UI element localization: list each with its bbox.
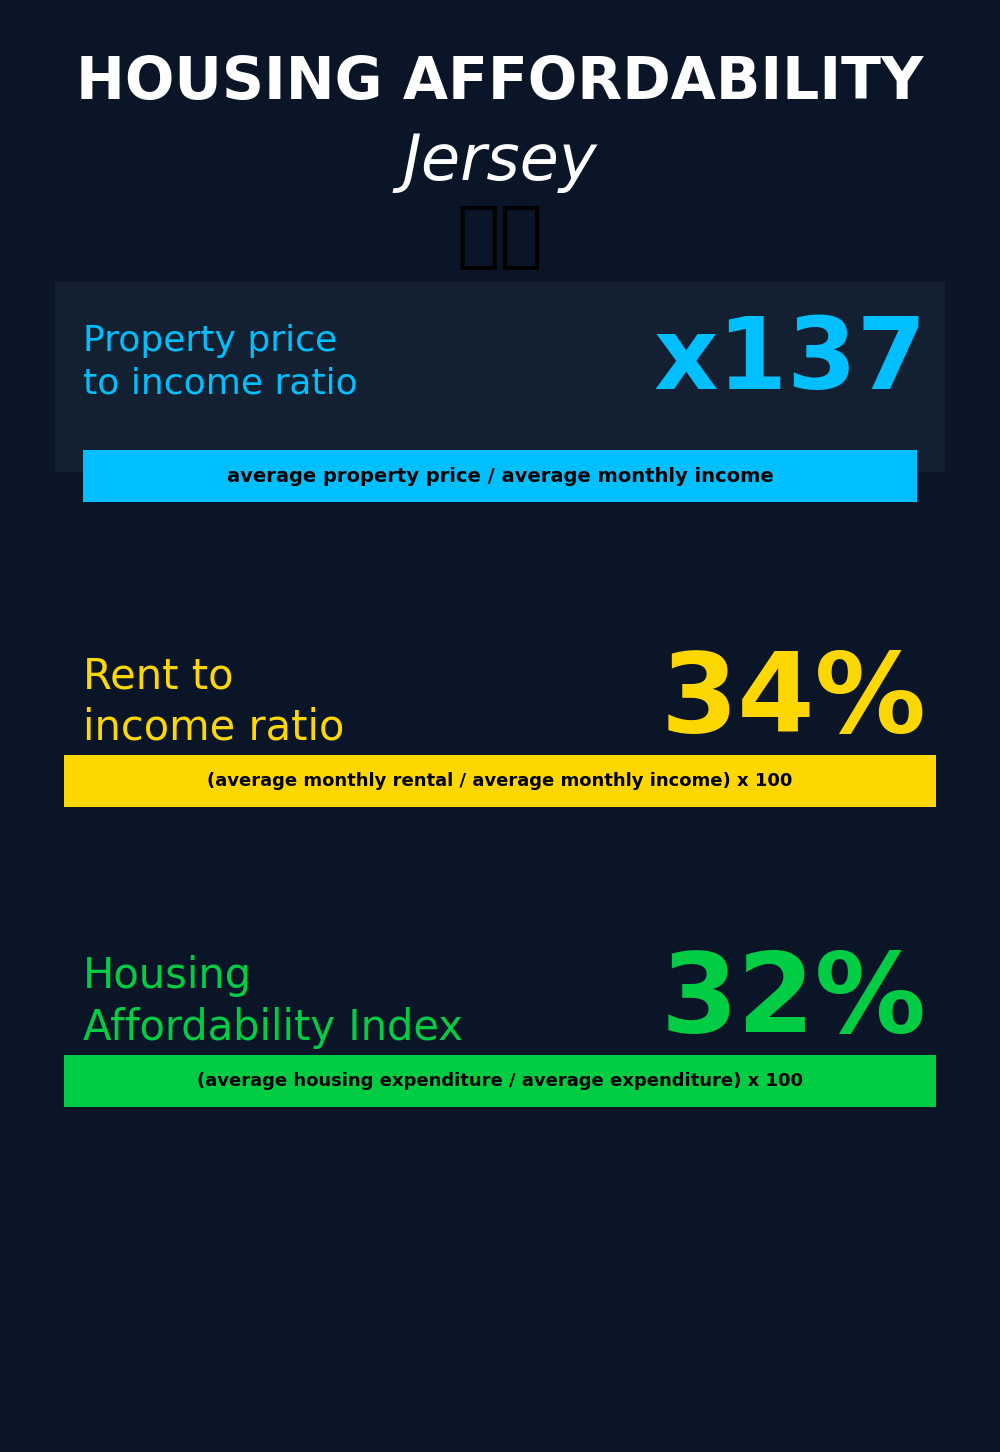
Text: Housing
Affordability Index: Housing Affordability Index	[83, 955, 462, 1048]
Text: Jersey: Jersey	[403, 131, 597, 193]
Text: (average monthly rental / average monthly income) x 100: (average monthly rental / average monthl…	[207, 772, 793, 790]
Text: Rent to
income ratio: Rent to income ratio	[83, 655, 344, 749]
Text: 🇯🇪: 🇯🇪	[457, 202, 543, 272]
Text: (average housing expenditure / average expenditure) x 100: (average housing expenditure / average e…	[197, 1072, 803, 1090]
Text: 32%: 32%	[661, 948, 927, 1056]
FancyBboxPatch shape	[83, 450, 917, 502]
Text: Property price
to income ratio: Property price to income ratio	[83, 324, 357, 401]
Text: x137: x137	[653, 314, 927, 411]
FancyBboxPatch shape	[64, 755, 936, 807]
FancyBboxPatch shape	[55, 282, 945, 472]
Text: average property price / average monthly income: average property price / average monthly…	[227, 466, 773, 485]
Text: HOUSING AFFORDABILITY: HOUSING AFFORDABILITY	[76, 54, 924, 110]
FancyBboxPatch shape	[64, 1056, 936, 1106]
Text: 34%: 34%	[661, 649, 927, 755]
